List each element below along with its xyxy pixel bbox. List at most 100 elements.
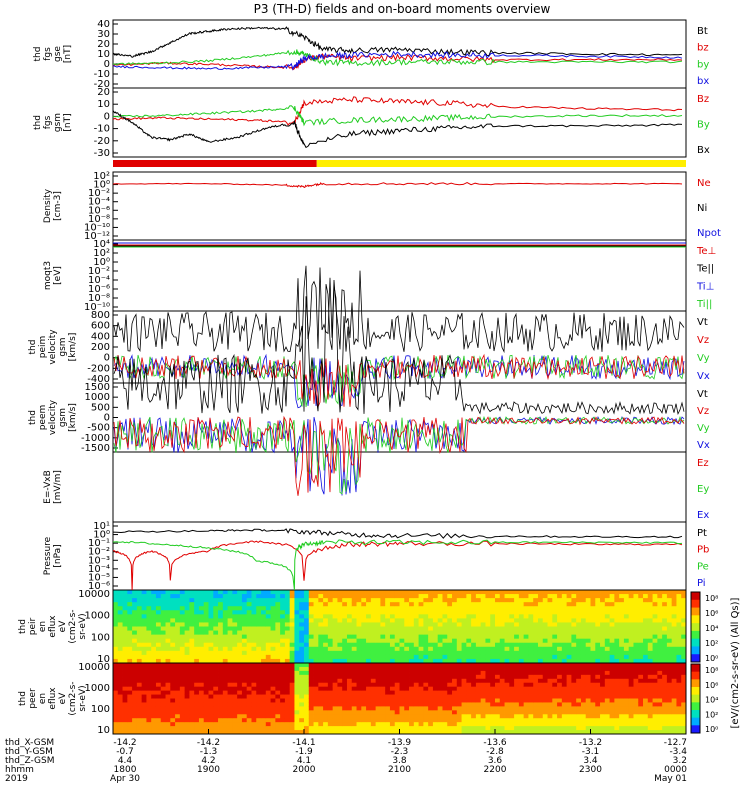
spectrogram-cell xyxy=(580,654,587,660)
spectrogram-cell xyxy=(370,634,377,640)
spectrogram-cell xyxy=(452,642,458,648)
spectrogram-cell xyxy=(456,622,462,627)
spectrogram-cell xyxy=(342,718,348,723)
spectrogram-cell xyxy=(447,658,453,664)
spectrogram-cell xyxy=(432,594,439,599)
spectrogram-cell xyxy=(237,614,243,619)
spectrogram-cell xyxy=(208,666,214,672)
spectrogram-cell xyxy=(590,690,596,695)
spectrogram-cell xyxy=(308,706,314,711)
spectrogram-cell xyxy=(175,658,181,664)
spectrogram-cell xyxy=(399,654,405,660)
spectrogram-cell xyxy=(261,706,267,711)
spectrogram-cell xyxy=(294,650,300,656)
spectrogram-cell xyxy=(437,634,443,640)
colorbar-tick: 10⁰ xyxy=(705,654,718,663)
spectrogram-cell xyxy=(213,682,219,688)
spectrogram-cell xyxy=(566,622,572,627)
spectrogram-cell xyxy=(471,598,477,603)
spectrogram-cell xyxy=(323,726,329,731)
spectrogram-cell xyxy=(466,622,472,627)
spectrogram-cell xyxy=(361,618,367,623)
spectrogram-cell xyxy=(676,702,682,707)
spectrogram-cell xyxy=(604,658,610,664)
spectrogram-cell xyxy=(633,722,639,727)
spectrogram-cell xyxy=(361,638,367,644)
spectrogram-cell xyxy=(342,622,348,627)
spectrogram-cell xyxy=(633,718,639,723)
spectrogram-cell xyxy=(203,642,209,648)
spectrogram-cell xyxy=(280,718,286,723)
spectrogram-cell xyxy=(666,678,673,684)
spectrogram-cell xyxy=(213,690,219,695)
spectrogram-cell xyxy=(184,682,190,688)
spectrogram-cell xyxy=(237,674,243,680)
spectrogram-cell xyxy=(370,718,377,723)
spectrogram-cell xyxy=(633,658,639,664)
spectrogram-cell xyxy=(485,722,491,727)
spectrogram-cell xyxy=(270,702,276,707)
ylabel-line: [km/s] xyxy=(68,403,78,432)
spectrogram-cell xyxy=(580,714,587,719)
legend-entry: Bx xyxy=(697,145,710,156)
spectrogram-cell xyxy=(203,666,209,672)
spectrogram-cell xyxy=(113,682,119,688)
spectrogram-cell xyxy=(261,710,267,715)
spectrogram-cell xyxy=(366,610,372,615)
spectrogram-cell xyxy=(423,690,429,695)
spectrogram-cell xyxy=(227,606,233,611)
spectrogram-cell xyxy=(165,682,171,688)
spectrogram-cell xyxy=(280,722,286,727)
spectrogram-cell xyxy=(304,594,310,599)
spectrogram-cell xyxy=(246,626,252,631)
spectrogram-cell xyxy=(552,634,558,640)
spectrogram-cell xyxy=(475,718,482,723)
spectrogram-cell xyxy=(557,626,563,631)
spectrogram-cell xyxy=(671,650,677,656)
spectrogram-cell xyxy=(413,670,419,676)
spectrogram-cell xyxy=(318,634,324,640)
spectrogram-cell xyxy=(385,714,391,719)
spectrogram-cell xyxy=(676,714,682,719)
panel-ylabel: thd peim velocity gsm [km/s] xyxy=(28,329,78,365)
colorbar-swatch xyxy=(691,607,700,616)
spectrogram-cell xyxy=(423,650,429,656)
spectrogram-cell xyxy=(241,618,248,623)
spectrogram-cell xyxy=(576,610,582,615)
spectrogram-cell xyxy=(404,710,410,715)
spectrogram-cell xyxy=(284,618,291,623)
ytick-label: -1500 xyxy=(81,443,110,454)
spectrogram-cell xyxy=(113,686,119,692)
spectrogram-cell xyxy=(184,642,190,648)
spectrogram-cell xyxy=(600,590,606,595)
spectrogram-cell xyxy=(442,666,448,672)
spectrogram-cell xyxy=(542,626,548,631)
spectrogram-cell xyxy=(604,682,610,688)
spectrogram-cell xyxy=(308,646,314,652)
spectrogram-cell xyxy=(289,714,295,719)
spectrogram-cell xyxy=(504,618,510,623)
spectrogram-cell xyxy=(561,663,568,668)
spectrogram-cell xyxy=(356,626,362,631)
spectrogram-cell xyxy=(361,654,367,660)
spectrogram-cell xyxy=(633,622,639,627)
spectrogram-cell xyxy=(241,722,248,727)
spectrogram-cell xyxy=(647,646,653,652)
velocity-trace xyxy=(113,353,685,407)
spectrogram-cell xyxy=(561,706,568,711)
spectrogram-cell xyxy=(437,698,443,703)
spectrogram-cell xyxy=(437,606,443,611)
spectrogram-cell xyxy=(413,678,419,684)
spectrogram-cell xyxy=(576,730,582,735)
xtick-label: -14.1 xyxy=(292,738,315,748)
spectrogram-cell xyxy=(666,594,673,599)
spectrogram-cell xyxy=(628,686,634,692)
spectrogram-cell xyxy=(514,726,520,731)
spectrogram-cell xyxy=(232,626,238,631)
spectrogram-cell xyxy=(389,646,396,652)
spectrogram-cell xyxy=(251,710,257,715)
spectrogram-cell xyxy=(294,598,300,603)
spectrogram-cell xyxy=(203,686,209,692)
spectrogram-cell xyxy=(351,694,357,699)
spectrogram-cell xyxy=(432,610,439,615)
